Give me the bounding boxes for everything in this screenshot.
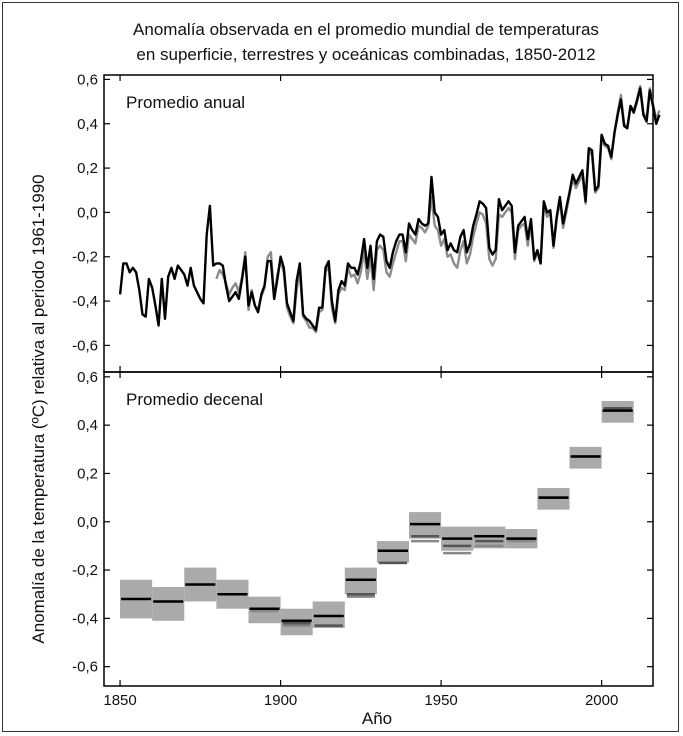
decadal-y-tick-label: 0,0 [77,514,98,531]
chart-title-line-1: Anomalía observada en el promedio mundia… [133,20,599,39]
annual-y-tick-label: -0,4 [72,293,98,310]
chart-title-line-2: en superficie, terrestres y oceánicas co… [136,45,595,64]
annual-plot-border [103,74,654,373]
decadal-y-tick-label: 0,2 [77,465,98,482]
annual-average-panel: -0,6 -0,4 -0,2 0,0 0,2 0,4 0,6 Promedio anual [72,71,661,373]
decadal-y-tick-label: 0,6 [77,369,98,386]
decadal-y-tick-label: -0,4 [72,610,98,627]
decadal-plot-border [103,371,654,687]
series-line-annual-gray [215,84,661,334]
decadal-x-tick-label: 1900 [264,692,297,709]
annual-y-tick-label: 0,6 [77,71,98,88]
decadal-y-tick-label: -0,6 [72,659,98,676]
annual-y-tick-label: 0,0 [77,204,98,221]
decadal-y-tick-label: 0,4 [77,417,98,434]
y-axis-label: Anomalía de la temperatura (ºC) relativa… [29,174,48,643]
annual-y-tick-label: 0,2 [77,160,98,177]
decadal-average-panel: -0,6 -0,4 -0,2 0,0 0,2 0,4 0,6 1850 1900 1950 2000… [72,369,654,709]
x-axis-label: Año [362,709,392,728]
decadal-y-tick-label: -0,2 [72,562,98,579]
annual-panel-label: Promedio anual [126,93,245,112]
annual-y-tick-label: -0,2 [72,249,98,266]
decadal-panel-label: Promedio decenal [126,390,263,409]
annual-y-tick-label: 0,4 [77,116,98,133]
decadal-x-tick-label: 1950 [424,692,457,709]
decade-band-1860 [152,586,185,621]
series-line-annual-black [118,87,661,332]
decadal-x-tick-label: 2000 [585,692,618,709]
annual-y-tick-label: -0,6 [72,337,98,354]
decadal-x-tick-label: 1850 [103,692,136,709]
